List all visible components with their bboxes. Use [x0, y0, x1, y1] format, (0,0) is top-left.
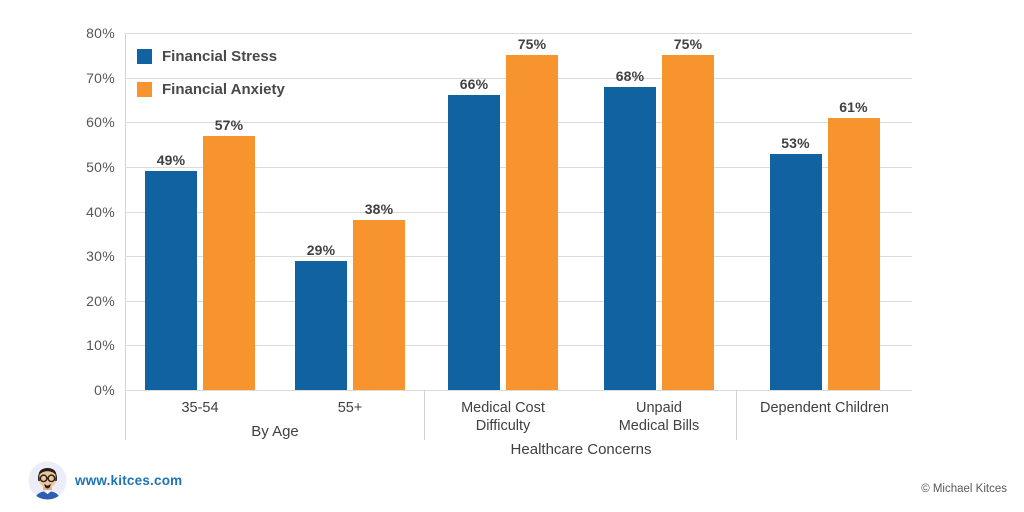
bar-column: 49% — [145, 33, 197, 390]
category-label: Medical Cost Difficulty — [461, 400, 545, 434]
bar-column: 29% — [295, 33, 347, 390]
copyright-text: © Michael Kitces — [921, 483, 1007, 495]
bar-value-label: 57% — [214, 116, 244, 133]
bar-column: 61% — [827, 33, 880, 390]
gridline — [125, 33, 912, 34]
section-divider — [736, 390, 737, 440]
y-tick-label: 80% — [86, 25, 115, 41]
bar-group: 49% 57% 35-54 — [125, 33, 275, 416]
bar-column: 57% — [203, 33, 255, 390]
y-axis: 80% 70% 60% 50% 40% 30% 20% 10% 0% — [0, 25, 115, 398]
bar-value-label: 29% — [306, 241, 336, 258]
bar-value-label: 49% — [156, 152, 186, 169]
y-axis-line — [125, 33, 126, 440]
bar-value-label: 61% — [839, 98, 868, 115]
section-by-age: 49% 57% 35-54 29% 38% 55+ By Age — [125, 33, 425, 440]
bar-column: 66% — [448, 33, 500, 390]
bar-financial-anxiety — [203, 135, 255, 390]
bar-value-label: 38% — [364, 201, 394, 218]
y-tick-label: 0% — [94, 382, 115, 398]
legend: Financial Stress Financial Anxiety — [137, 48, 285, 98]
kitces-avatar-icon — [28, 461, 67, 500]
section-group-label: By Age — [251, 423, 299, 440]
section-last: 53% 61% Dependent Children — [737, 33, 912, 416]
legend-item: Financial Stress — [137, 48, 285, 65]
bar-financial-stress — [295, 260, 347, 390]
y-tick-label: 40% — [86, 203, 115, 220]
bar-pair: 68% 75% — [604, 33, 714, 390]
bar-sections: 49% 57% 35-54 29% 38% 55+ By Age 66% 75% Medical … — [125, 33, 912, 458]
kitces-site-link[interactable]: www.kitces.com — [75, 473, 183, 488]
bar-financial-stress — [448, 95, 500, 390]
bar-financial-anxiety — [662, 55, 714, 390]
bar-financial-stress — [604, 86, 656, 390]
bar-pair: 66% 75% — [448, 33, 558, 390]
y-tick-label: 50% — [86, 158, 115, 175]
bar-value-label: 53% — [781, 134, 810, 151]
bar-value-label: 75% — [517, 36, 547, 53]
bar-financial-stress — [145, 171, 197, 390]
bar-column: 38% — [353, 33, 405, 390]
legend-swatch — [137, 82, 152, 97]
bar-value-label: 66% — [459, 76, 489, 93]
legend-label: Financial Stress — [162, 48, 278, 65]
y-tick-label: 10% — [86, 337, 115, 354]
category-label: 35-54 — [181, 400, 219, 416]
bar-value-label: 68% — [615, 67, 645, 84]
bar-financial-anxiety — [827, 117, 880, 390]
bar-column: 68% — [604, 33, 656, 390]
section-divider — [424, 390, 425, 440]
y-tick-label: 30% — [86, 248, 115, 265]
category-label: Unpaid Medical Bills — [618, 400, 700, 434]
bar-group: 66% 75% Medical Cost Difficulty — [425, 33, 581, 434]
bar-pair: 49% 57% — [145, 33, 255, 390]
y-tick-label: 60% — [86, 114, 115, 131]
y-tick-label: 20% — [86, 292, 115, 309]
category-label: Dependent Children — [760, 400, 889, 416]
bar-group: 53% 61% Dependent Children — [737, 33, 912, 416]
legend-swatch — [137, 49, 152, 64]
legend-label: Financial Anxiety — [162, 81, 285, 98]
bar-group: 68% 75% Unpaid Medical Bills — [581, 33, 737, 434]
bar-column: 75% — [662, 33, 714, 390]
bar-group: 29% 38% 55+ — [275, 33, 425, 416]
y-tick-label: 70% — [86, 69, 115, 86]
section-healthcare-concerns: 66% 75% Medical Cost Difficulty 68% 75% Unpaid… — [425, 33, 737, 458]
bar-financial-anxiety — [506, 55, 558, 390]
bar-pair: 53% 61% — [769, 33, 880, 390]
bar-column: 75% — [506, 33, 558, 390]
legend-item: Financial Anxiety — [137, 81, 285, 98]
category-label: 55+ — [337, 400, 363, 416]
bar-financial-anxiety — [353, 220, 405, 390]
section-group-label: Healthcare Concerns — [510, 441, 652, 458]
bar-value-label: 75% — [673, 36, 703, 53]
gridline — [125, 390, 912, 391]
brand-footer: www.kitces.com — [28, 461, 182, 500]
bar-column: 53% — [769, 33, 822, 390]
bar-financial-stress — [769, 153, 822, 390]
bar-pair: 29% 38% — [295, 33, 405, 390]
plot-area: 49% 57% 35-54 29% 38% 55+ By Age 66% 75% Medical … — [125, 33, 912, 458]
